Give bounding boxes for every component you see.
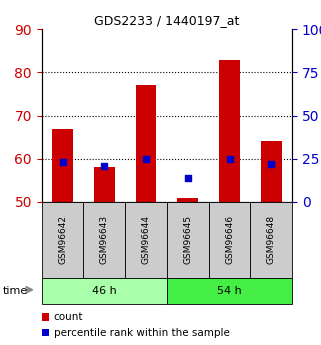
Title: GDS2233 / 1440197_at: GDS2233 / 1440197_at [94, 14, 239, 27]
Text: GSM96646: GSM96646 [225, 215, 234, 264]
Bar [94, 167, 115, 202]
Point [269, 161, 274, 167]
Bar [219, 59, 240, 202]
Text: count: count [54, 312, 83, 322]
Bar [135, 85, 156, 202]
Text: 54 h: 54 h [217, 286, 242, 296]
Bar [261, 141, 282, 202]
Bar [177, 197, 198, 202]
Text: percentile rank within the sample: percentile rank within the sample [54, 328, 230, 337]
Bar [52, 128, 73, 202]
Point [143, 156, 149, 161]
Text: GSM96643: GSM96643 [100, 215, 109, 264]
Text: time: time [3, 286, 29, 296]
Point [185, 175, 190, 180]
Text: 46 h: 46 h [92, 286, 117, 296]
Text: GSM96644: GSM96644 [142, 215, 151, 264]
Text: GSM96645: GSM96645 [183, 215, 192, 264]
Point [60, 159, 65, 165]
Text: GSM96648: GSM96648 [267, 215, 276, 264]
Text: GSM96642: GSM96642 [58, 215, 67, 264]
Point [102, 163, 107, 168]
Point [227, 156, 232, 161]
